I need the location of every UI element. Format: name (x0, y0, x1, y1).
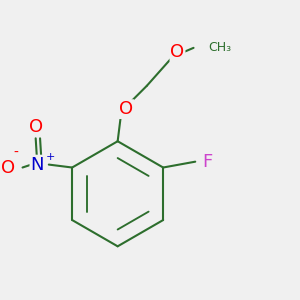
Text: O: O (1, 158, 15, 176)
Text: O: O (28, 118, 43, 136)
Text: N: N (30, 156, 44, 174)
Text: O: O (119, 100, 134, 118)
Text: O: O (170, 43, 184, 61)
Text: CH₃: CH₃ (208, 41, 231, 54)
Text: +: + (46, 152, 55, 162)
Text: F: F (202, 153, 212, 171)
Text: -: - (14, 146, 19, 160)
